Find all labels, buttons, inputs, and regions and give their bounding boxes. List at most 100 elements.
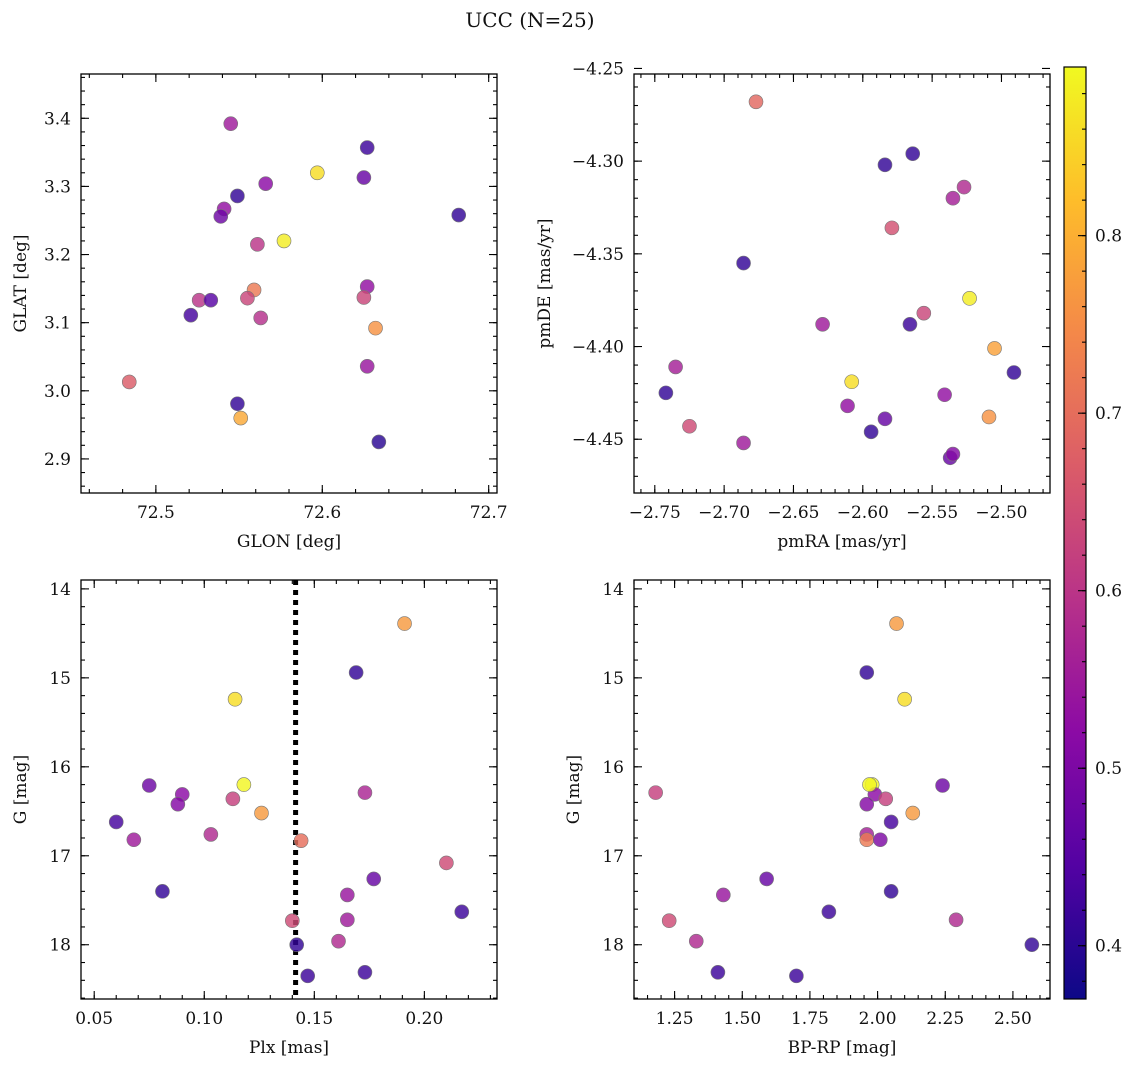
x-tick-label: 0.20: [405, 1009, 443, 1029]
x-axis-label: pmRA [mas/yr]: [777, 532, 906, 552]
y-tick-label: 16: [602, 758, 624, 778]
y-tick-label: 14: [602, 580, 624, 600]
data-point: [236, 777, 252, 792]
data-point: [454, 904, 470, 920]
x-tick-label: 0.10: [185, 1009, 223, 1029]
data-point: [285, 913, 300, 929]
data-point: [945, 190, 961, 206]
y-tick-label: −4.35: [572, 245, 624, 265]
data-point: [340, 887, 355, 903]
data-point: [648, 785, 663, 800]
data-point: [736, 435, 751, 451]
data-point: [1024, 937, 1040, 953]
y-axis-label: G [mag]: [564, 755, 584, 824]
colorbar-tick-label: 0.5: [1095, 759, 1122, 779]
x-axis-label: BP-RP [mag]: [788, 1038, 897, 1058]
panel-color-magnitude: 1.25 1.50 1.75 2.00 2.25 2.50 14 15 16 17 18 BP-RP …: [564, 579, 1051, 1058]
data-point: [289, 937, 305, 953]
data-point: [916, 305, 932, 321]
axes-frame: [633, 579, 1051, 1000]
data-point: [859, 665, 875, 680]
data-point: [862, 777, 877, 792]
y-tick-label: 17: [602, 847, 624, 867]
data-point: [359, 358, 375, 374]
data-point: [748, 94, 764, 110]
data-point: [877, 411, 893, 427]
data-point: [883, 884, 899, 899]
data-point: [884, 220, 900, 236]
x-tick-label: 0.15: [295, 1009, 333, 1029]
data-point: [759, 871, 774, 887]
data-point: [126, 832, 142, 848]
data-point: [227, 691, 243, 707]
y-tick-label: 3.1: [44, 314, 71, 334]
colorbar-gradient: [1063, 66, 1087, 1000]
x-tick-label: 2.25: [926, 1009, 964, 1029]
y-tick-label: 14: [49, 580, 71, 600]
data-point: [141, 778, 157, 793]
data-point: [905, 805, 921, 821]
data-point: [682, 418, 697, 434]
y-tick-label: 15: [49, 669, 71, 689]
x-tick-label: 1.50: [723, 1009, 761, 1029]
data-point: [213, 209, 229, 224]
data-point: [987, 341, 1002, 356]
data-point: [439, 855, 454, 871]
axes-frame: [80, 73, 498, 494]
data-point: [688, 933, 704, 949]
data-point: [935, 778, 950, 793]
data-point: [225, 791, 241, 807]
data-point: [331, 933, 346, 949]
data-point: [348, 665, 364, 680]
data-point: [300, 968, 316, 984]
data-point: [859, 832, 875, 848]
data-point: [253, 310, 269, 326]
data-point: [661, 913, 677, 929]
colorbar: 0.4 0.5 0.6 0.7 0.8: [1063, 66, 1122, 1000]
panel-proper-motion: −2.75 −2.70 −2.65 −2.60 −2.55 −2.50 −4.45 −4.40…: [535, 59, 1051, 552]
x-axis-label: GLON [deg]: [237, 532, 341, 552]
data-point: [956, 179, 972, 195]
y-tick-label: 3.4: [44, 109, 71, 129]
y-tick-label: 15: [602, 669, 624, 689]
y-axis-label: pmDE [mas/yr]: [535, 218, 555, 348]
y-tick-label: 16: [49, 758, 71, 778]
x-tick-label: −2.75: [629, 503, 681, 523]
data-point: [872, 832, 888, 848]
y-tick-label: −4.25: [572, 59, 624, 79]
data-point: [859, 796, 875, 812]
data-point: [710, 965, 726, 980]
colorbar-tick-label: 0.4: [1095, 937, 1122, 957]
y-tick-label: −4.40: [572, 338, 624, 358]
x-tick-label: 72.5: [137, 503, 175, 523]
data-point: [183, 307, 199, 323]
data-point: [293, 833, 309, 848]
data-point: [366, 871, 382, 887]
data-point: [878, 791, 894, 807]
x-tick-label: 1.75: [791, 1009, 829, 1029]
data-point: [357, 965, 373, 980]
data-point: [203, 292, 219, 308]
data-point: [844, 374, 860, 390]
data-point: [230, 188, 245, 204]
data-point: [357, 785, 373, 800]
data-point: [340, 912, 355, 928]
y-tick-label: −4.30: [572, 152, 624, 172]
data-point: [815, 316, 830, 332]
y-tick-label: −4.45: [572, 430, 624, 450]
y-tick-label: 3.0: [44, 382, 71, 402]
data-point: [250, 237, 265, 252]
data-point: [233, 410, 249, 426]
x-tick-label: −2.50: [975, 503, 1027, 523]
data-point: [897, 691, 912, 707]
data-point: [170, 796, 186, 812]
data-point: [359, 140, 375, 155]
data-point: [736, 255, 751, 271]
y-axis-label: GLAT [deg]: [11, 234, 31, 332]
data-point: [356, 290, 372, 305]
data-point: [121, 374, 137, 390]
y-tick-label: 3.2: [44, 246, 71, 266]
data-point: [883, 814, 899, 830]
x-tick-label: 1.25: [656, 1009, 694, 1029]
